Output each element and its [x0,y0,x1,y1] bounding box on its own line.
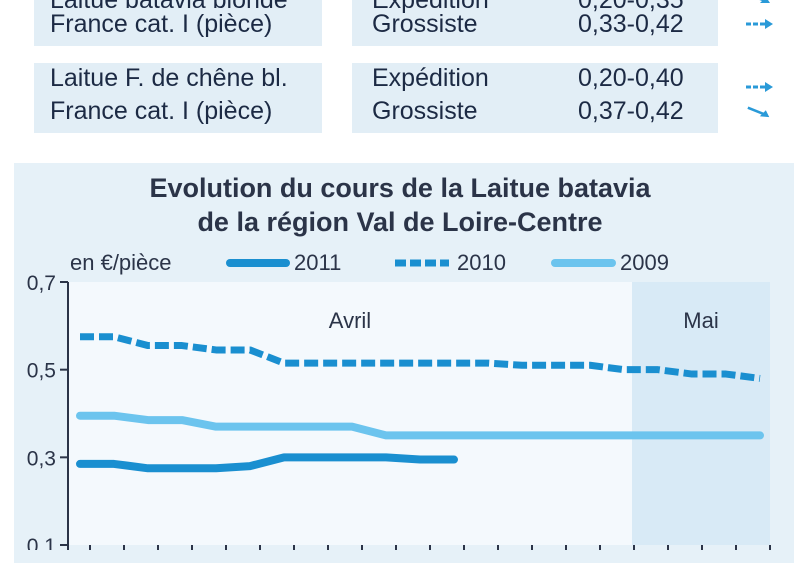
table-row-group-batavia [34,0,794,46]
stage-label: Expédition [372,0,489,14]
product-name: Laitue F. de chêne bl. [50,64,288,92]
y-tick-label: 0,1 [27,535,56,550]
price-range: 0,37-0,42 [578,97,684,125]
stage-label: Grossiste [372,10,478,38]
y-axis-unit-label: en €/pièce [70,250,172,275]
price-range: 0,33-0,42 [578,10,684,38]
chart-title: Evolution du cours de la Laitue batavia [149,173,651,203]
price-range: 0,20-0,35 [578,0,684,14]
table-row-group-feuille-chene [34,63,794,133]
period-region-avril [68,282,632,545]
y-tick-label: 0,7 [27,272,56,295]
y-tick-label: 0,3 [27,447,56,470]
trend-down-icon [747,106,770,118]
period-label: Mai [683,308,718,333]
legend-label-2010: 2010 [457,250,506,275]
line-chart: Avril Mai 0,7 0,5 0,3 0,1 [27,272,771,550]
price-range: 0,20-0,40 [578,64,684,92]
series-line-2009 [76,411,764,440]
period-label: Avril [329,308,371,333]
stage-label: Expédition [372,64,489,92]
series-line-2010 [80,333,761,382]
y-tick-label: 0,5 [27,360,56,383]
legend-label-2009: 2009 [620,250,669,275]
product-category: France cat. I (pièce) [50,97,273,125]
product-category: France cat. I (pièce) [50,10,273,38]
price-table: Laitue batavia blonde Expédition 0,20-0,… [0,0,800,150]
chart-subtitle: de la région Val de Loire-Centre [197,207,603,237]
trend-up-icon [746,82,773,92]
series-line-2011 [76,453,458,473]
trend-down-icon [759,0,770,3]
legend-label-2011: 2011 [294,250,342,275]
stage-label: Grossiste [372,97,478,125]
period-region-mai [632,282,770,545]
product-name: Laitue batavia blonde [50,0,288,14]
trend-up-icon [746,19,773,29]
